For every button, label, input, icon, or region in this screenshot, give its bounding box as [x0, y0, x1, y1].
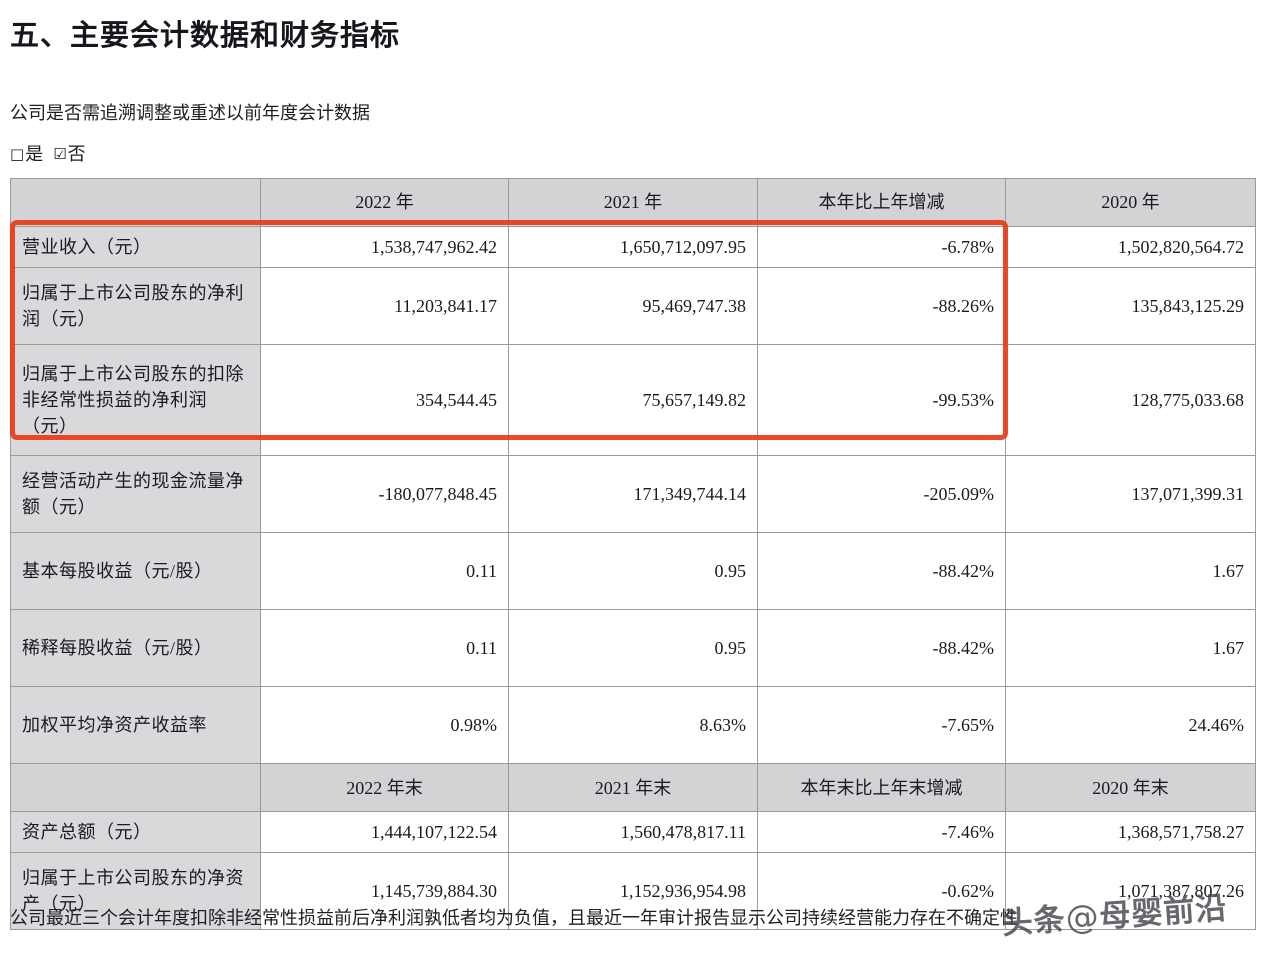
cell-basic-eps-2021: 0.95	[508, 532, 758, 611]
cell-weighted-roe-change: -7.65%	[757, 686, 1006, 765]
row-label-diluted-eps: 稀释每股收益（元/股）	[10, 609, 261, 688]
cell-basic-eps-2020: 1.67	[1005, 532, 1256, 611]
cell-net-assets-change: -0.62%	[757, 852, 1006, 931]
header-cell-2020: 2020 年	[1005, 178, 1256, 227]
cell-net-profit-2022: 11,203,841.17	[260, 267, 509, 346]
cell-net-assets-2020: 1,071,387,807.26	[1005, 852, 1256, 931]
header-cell-blank	[10, 178, 261, 227]
cell-net-profit-deducted-change: -99.53%	[757, 344, 1006, 457]
table-row: 基本每股收益（元/股） 0.11 0.95 -88.42% 1.67	[10, 532, 1256, 611]
row-label-total-assets: 资产总额（元）	[10, 811, 261, 854]
header-cell-2022: 2022 年	[260, 178, 509, 227]
restate-answer-row: □是 ☑否	[10, 140, 87, 166]
cell-basic-eps-change: -88.42%	[757, 532, 1006, 611]
row-label-net-profit-deducted: 归属于上市公司股东的扣除非经常性损益的净利润（元）	[10, 344, 261, 457]
table-row: 归属于上市公司股东的净资产（元） 1,145,739,884.30 1,152,…	[10, 852, 1256, 931]
table-row: 归属于上市公司股东的净利润（元） 11,203,841.17 95,469,74…	[10, 267, 1256, 346]
checkbox-yes-label: 是	[25, 144, 45, 164]
row-label-revenue: 营业收入（元）	[10, 225, 261, 269]
cell-revenue-2021: 1,650,712,097.95	[508, 225, 758, 269]
financial-indicators-table: 2022 年 2021 年 本年比上年增减 2020 年 营业收入（元） 1,5…	[10, 178, 1256, 931]
table-row: 稀释每股收益（元/股） 0.11 0.95 -88.42% 1.67	[10, 609, 1256, 688]
cell-net-assets-2021: 1,152,936,954.98	[508, 852, 758, 931]
cell-total-assets-2021: 1,560,478,817.11	[508, 811, 758, 854]
table-row: 加权平均净资产收益率 0.98% 8.63% -7.65% 24.46%	[10, 686, 1256, 765]
cell-net-profit-2020: 135,843,125.29	[1005, 267, 1256, 346]
table-header-yearend: 2022 年末 2021 年末 本年末比上年末增减 2020 年末	[10, 763, 1256, 813]
row-label-operating-cashflow: 经营活动产生的现金流量净额（元）	[10, 455, 261, 534]
footer-note: 公司最近三个会计年度扣除非经常性损益前后净利润孰低者均为负值，且最近一年审计报告…	[10, 908, 1018, 928]
header-cell-2021-yearend: 2021 年末	[508, 763, 758, 813]
row-label-basic-eps: 基本每股收益（元/股）	[10, 532, 261, 611]
table-row: 归属于上市公司股东的扣除非经常性损益的净利润（元） 354,544.45 75,…	[10, 344, 1256, 457]
cell-net-profit-deducted-2022: 354,544.45	[260, 344, 509, 457]
cell-diluted-eps-change: -88.42%	[757, 609, 1006, 688]
checkbox-no-label: 否	[67, 144, 87, 164]
cell-operating-cashflow-2020: 137,071,399.31	[1005, 455, 1256, 534]
cell-total-assets-change: -7.46%	[757, 811, 1006, 854]
header-cell-2020-yearend: 2020 年末	[1005, 763, 1256, 813]
cell-weighted-roe-2021: 8.63%	[508, 686, 758, 765]
row-label-weighted-roe: 加权平均净资产收益率	[10, 686, 261, 765]
cell-diluted-eps-2020: 1.67	[1005, 609, 1256, 688]
header-cell-2022-yearend: 2022 年末	[260, 763, 509, 813]
cell-diluted-eps-2022: 0.11	[260, 609, 509, 688]
header-cell-change-yearend: 本年末比上年末增减	[757, 763, 1006, 813]
cell-total-assets-2022: 1,444,107,122.54	[260, 811, 509, 854]
cell-revenue-2020: 1,502,820,564.72	[1005, 225, 1256, 269]
cell-operating-cashflow-2021: 171,349,744.14	[508, 455, 758, 534]
cell-weighted-roe-2020: 24.46%	[1005, 686, 1256, 765]
checkbox-yes-unchecked-icon[interactable]: □	[10, 145, 26, 163]
header-cell-change: 本年比上年增减	[757, 178, 1006, 227]
cell-weighted-roe-2022: 0.98%	[260, 686, 509, 765]
table-row: 资产总额（元） 1,444,107,122.54 1,560,478,817.1…	[10, 811, 1256, 854]
cell-revenue-change: -6.78%	[757, 225, 1006, 269]
checkbox-no-checked-icon[interactable]: ☑	[53, 145, 68, 163]
restate-question-text: 公司是否需追溯调整或重述以前年度会计数据	[10, 103, 370, 123]
cell-net-assets-2022: 1,145,739,884.30	[260, 852, 509, 931]
cell-net-profit-change: -88.26%	[757, 267, 1006, 346]
cell-basic-eps-2022: 0.11	[260, 532, 509, 611]
table-row: 营业收入（元） 1,538,747,962.42 1,650,712,097.9…	[10, 225, 1256, 269]
header-cell-2021: 2021 年	[508, 178, 758, 227]
cell-net-profit-deducted-2021: 75,657,149.82	[508, 344, 758, 457]
table-header-annual: 2022 年 2021 年 本年比上年增减 2020 年	[10, 178, 1256, 227]
cell-operating-cashflow-change: -205.09%	[757, 455, 1006, 534]
row-label-net-assets: 归属于上市公司股东的净资产（元）	[10, 852, 261, 931]
row-label-net-profit: 归属于上市公司股东的净利润（元）	[10, 267, 261, 346]
cell-operating-cashflow-2022: -180,077,848.45	[260, 455, 509, 534]
table-row: 经营活动产生的现金流量净额（元） -180,077,848.45 171,349…	[10, 455, 1256, 534]
header-cell-blank-yearend	[10, 763, 261, 813]
cell-net-profit-2021: 95,469,747.38	[508, 267, 758, 346]
cell-revenue-2022: 1,538,747,962.42	[260, 225, 509, 269]
cell-total-assets-2020: 1,368,571,758.27	[1005, 811, 1256, 854]
cell-net-profit-deducted-2020: 128,775,033.68	[1005, 344, 1256, 457]
page-title: 五、主要会计数据和财务指标	[10, 20, 401, 52]
cell-diluted-eps-2021: 0.95	[508, 609, 758, 688]
